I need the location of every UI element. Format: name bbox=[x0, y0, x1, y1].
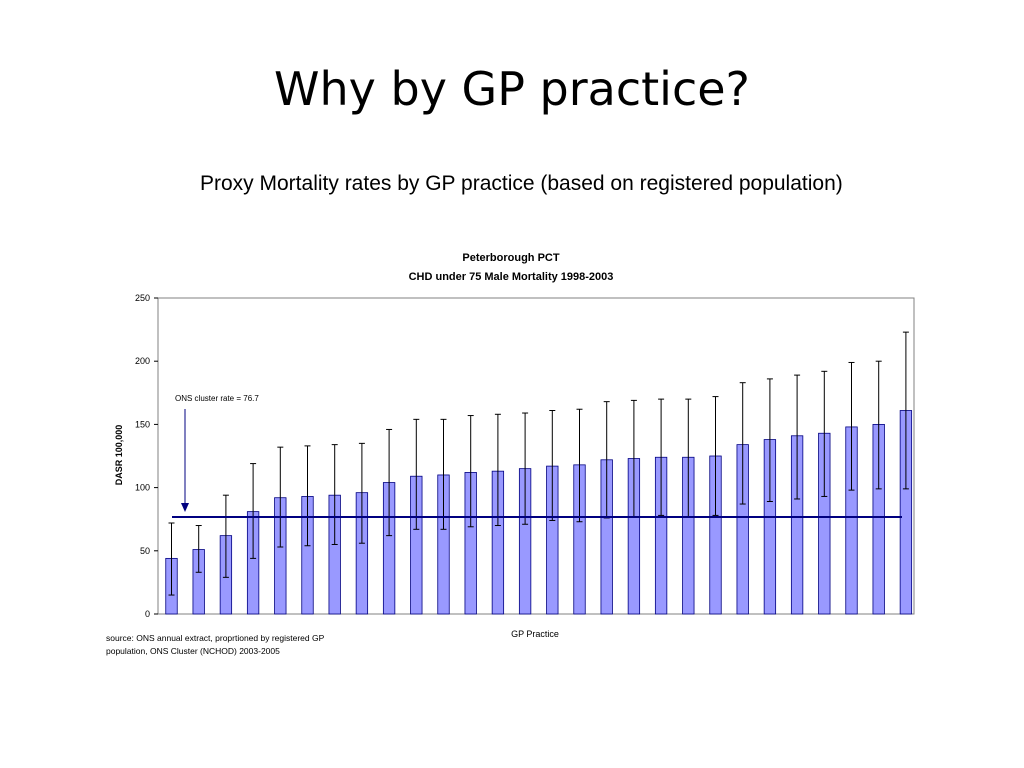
slide-subtitle: Proxy Mortality rates by GP practice (ba… bbox=[200, 172, 843, 195]
chart: Peterborough PCT CHD under 75 Male Morta… bbox=[114, 252, 915, 639]
y-tick-label: 250 bbox=[135, 293, 150, 303]
chart-title: Peterborough PCT bbox=[462, 252, 559, 264]
annotation-arrowhead bbox=[181, 503, 189, 512]
y-tick-label: 150 bbox=[135, 419, 150, 429]
y-axis-label: DASR 100,000 bbox=[114, 425, 124, 486]
y-tick-label: 0 bbox=[145, 609, 150, 619]
slide-title: Why by GP practice? bbox=[274, 62, 750, 116]
y-tick-label: 100 bbox=[135, 483, 150, 493]
source-note: source: ONS annual extract, proprtioned … bbox=[106, 633, 325, 656]
error-bars bbox=[168, 331, 909, 596]
y-tick-label: 200 bbox=[135, 356, 150, 366]
chart-subtitle: CHD under 75 Male Mortality 1998-2003 bbox=[409, 271, 614, 283]
y-tick-label: 50 bbox=[140, 546, 150, 556]
x-axis-label: GP Practice bbox=[511, 629, 559, 639]
reference-line-label: ONS cluster rate = 76.7 bbox=[175, 394, 259, 403]
y-axis: 0 50 100 150 200 250 bbox=[135, 293, 158, 619]
